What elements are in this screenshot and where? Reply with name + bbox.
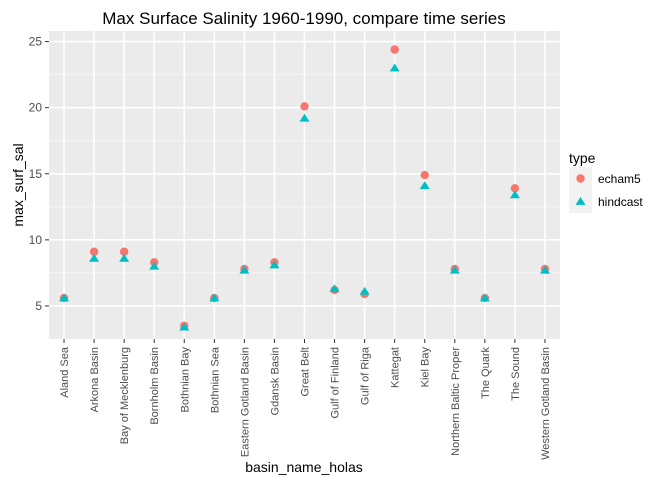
hindcast-point — [509, 190, 520, 199]
x-tick-label: Great Belt — [300, 347, 312, 397]
hindcast-point — [479, 293, 490, 302]
echam5-point — [300, 102, 309, 111]
hindcast-point — [149, 261, 160, 270]
x-tick-label: Northern Baltic Proper — [450, 347, 462, 456]
x-tick-label: The Quark — [480, 347, 492, 399]
hindcast-point — [419, 181, 430, 190]
legend: type echam5 hindcast — [569, 150, 643, 213]
x-tick-label: Bothnian Bay — [179, 347, 191, 413]
x-tick-label: Bornholm Basin — [149, 347, 161, 425]
x-tick-label: Gulf of Finland — [330, 347, 342, 419]
hindcast-point — [539, 265, 550, 274]
x-tick-label: Bothnian Sea — [209, 346, 221, 413]
x-tick-label: Gulf of Riga — [360, 346, 372, 405]
x-axis-title: basin_name_holas — [245, 459, 363, 475]
x-tick-label: Kiel Bay — [420, 347, 432, 388]
x-tick-label: Arkona Basin — [89, 347, 101, 412]
x-tick-label: Gdansk Basin — [269, 347, 281, 415]
hindcast-point — [179, 322, 190, 331]
hindcast-point — [59, 293, 70, 302]
x-tick-label: Eastern Gotland Basin — [239, 347, 251, 457]
hindcast-point — [89, 253, 100, 262]
hindcast-point — [119, 253, 130, 262]
echam5-point — [89, 247, 99, 256]
hindcast-point — [209, 293, 220, 302]
legend-title: type — [569, 150, 596, 166]
echam5-point — [119, 247, 129, 256]
legend-label-echam5: echam5 — [598, 172, 641, 186]
x-tick-label: Western Gotland Basin — [540, 347, 552, 460]
hindcast-point — [239, 265, 250, 274]
x-tick-label: The Sound — [510, 347, 522, 401]
y-tick-label: 20 — [29, 101, 43, 115]
hindcast-point — [269, 260, 280, 269]
y-tick-label: 10 — [29, 233, 43, 247]
echam5-point — [390, 45, 399, 54]
hindcast-point — [389, 63, 400, 72]
x-tick-label: Kattegat — [390, 347, 402, 388]
legend-marker-hindcast — [575, 197, 586, 205]
legend-marker-echam5 — [576, 174, 585, 183]
y-axis-title: max_surf_sal — [10, 143, 26, 226]
echam5-point — [420, 170, 429, 180]
legend-label-hindcast: hindcast — [598, 195, 643, 209]
echam5-point — [510, 184, 520, 193]
x-tick-label: Bay of Mecklenburg — [119, 347, 131, 444]
chart-title: Max Surface Salinity 1960-1990, compare … — [102, 9, 505, 28]
x-tick-label: Aland Sea — [59, 346, 71, 398]
hindcast-point — [329, 284, 340, 293]
y-tick-label: 15 — [29, 167, 43, 181]
hindcast-point — [359, 286, 370, 295]
hindcast-point — [449, 265, 460, 274]
y-tick-label: 25 — [29, 35, 43, 49]
hindcast-point — [299, 113, 310, 122]
y-tick-label: 5 — [35, 299, 42, 313]
